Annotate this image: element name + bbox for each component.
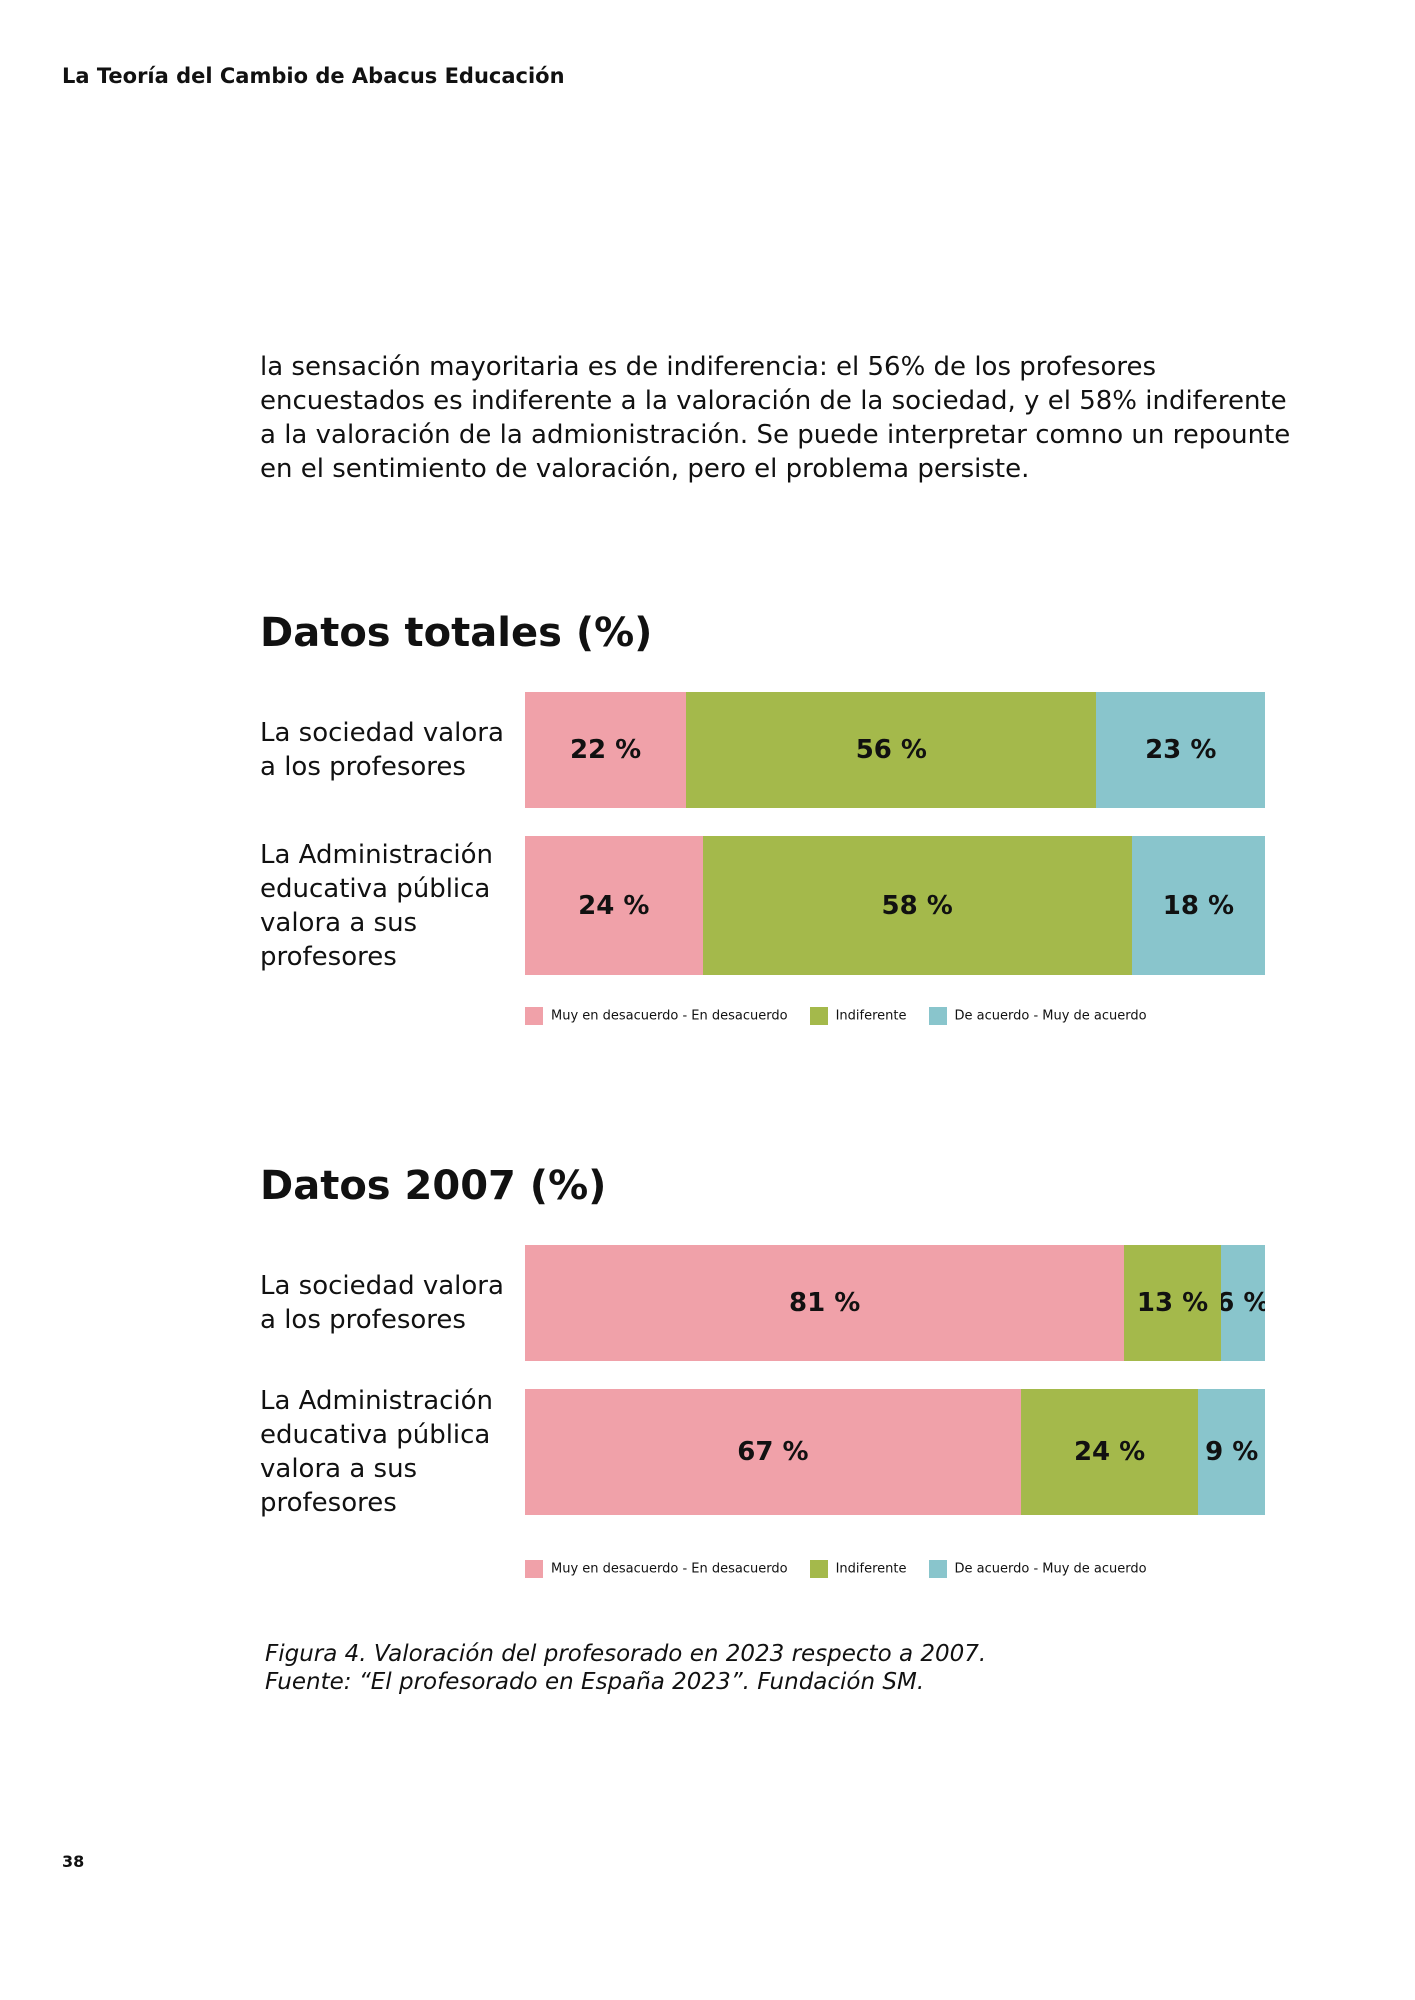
- legend-swatch: [525, 1007, 543, 1025]
- value-label: 22 %: [569, 735, 642, 765]
- value-label: 23 %: [1145, 735, 1217, 765]
- bar-segment: 18 %: [1131, 836, 1265, 975]
- legend-item: De acuerdo - Muy de acuerdo: [928, 1007, 1147, 1025]
- category-label: La Administración educativa pública valo…: [260, 1386, 494, 1518]
- value-label: 81 %: [789, 1288, 861, 1318]
- category-label: La Administración educativa pública valo…: [260, 839, 494, 972]
- page-number: 38: [62, 1852, 85, 1871]
- legend-label: De acuerdo - Muy de acuerdo: [954, 1561, 1147, 1577]
- legend-label: Indiferente: [835, 1561, 907, 1577]
- caption-line: Fuente: “El profesorado en España 2023”.…: [265, 1669, 925, 1695]
- caption-line: Figura 4. Valoración del profesorado en …: [265, 1641, 987, 1667]
- legend-label: Muy en desacuerdo - En desacuerdo: [551, 1008, 788, 1024]
- caption: Figura 4. Valoración del profesorado en …: [265, 1640, 986, 1696]
- legend-swatch: [809, 1007, 828, 1025]
- bar-segment: 56 %: [686, 692, 1097, 808]
- legend-swatch: [928, 1007, 947, 1025]
- bar-segment: 24 %: [1020, 1389, 1199, 1515]
- chart-title: Datos totales (%): [260, 610, 653, 656]
- bar-segment: 81 %: [525, 1245, 1125, 1361]
- bar-segment: 67 %: [525, 1389, 1021, 1515]
- bar-segment: 9 %: [1198, 1389, 1265, 1515]
- paragraph: la sensación mayoritaria es de indiferen…: [260, 352, 1291, 484]
- legend-swatch: [525, 1560, 543, 1578]
- legend-item: Indiferente: [809, 1007, 907, 1025]
- value-label: 6 %: [1220, 1288, 1265, 1318]
- legend-swatch: [928, 1560, 947, 1578]
- legend-label: Indiferente: [835, 1008, 907, 1024]
- bar-segment: 23 %: [1096, 692, 1265, 808]
- stacked-bar: 24 % 58 % 18 %: [525, 836, 1265, 975]
- bar-segment: 22 %: [525, 692, 687, 808]
- value-label: 9 %: [1205, 1437, 1259, 1467]
- legend-label: Muy en desacuerdo - En desacuerdo: [551, 1561, 788, 1577]
- legend-swatch: [809, 1560, 828, 1578]
- bar-segment: 6 %: [1220, 1245, 1266, 1361]
- value-label: 13 %: [1136, 1288, 1209, 1318]
- category-label: La sociedad valora a los profesores: [260, 1271, 504, 1335]
- value-label: 67 %: [737, 1437, 809, 1467]
- legend-item: Indiferente: [809, 1560, 907, 1578]
- bar-segment: 58 %: [702, 836, 1132, 975]
- category-label: La sociedad valora a los profesores: [260, 718, 504, 782]
- legend-item: Muy en desacuerdo - En desacuerdo: [525, 1560, 788, 1578]
- legend-item: Muy en desacuerdo - En desacuerdo: [525, 1007, 788, 1025]
- legend-item: De acuerdo - Muy de acuerdo: [928, 1560, 1147, 1578]
- value-label: 56 %: [855, 735, 927, 765]
- stacked-bar: 67 % 24 % 9 %: [525, 1389, 1265, 1515]
- stacked-bar: 81 % 13 % 6 %: [525, 1245, 1266, 1361]
- chart-title: Datos 2007 (%): [260, 1163, 607, 1209]
- bar-segment: 24 %: [525, 836, 703, 975]
- value-label: 24 %: [578, 890, 650, 921]
- value-label: 18 %: [1162, 890, 1235, 921]
- legend: Muy en desacuerdo - En desacuerdo Indifer…: [525, 1560, 1147, 1578]
- value-label: 58 %: [881, 890, 953, 921]
- bar-segment: 13 %: [1124, 1245, 1221, 1361]
- legend-label: De acuerdo - Muy de acuerdo: [954, 1008, 1147, 1024]
- value-label: 24 %: [1073, 1437, 1146, 1467]
- legend: Muy en desacuerdo - En desacuerdo Indifer…: [525, 1007, 1147, 1025]
- stacked-bar: 22 % 56 % 23 %: [525, 692, 1265, 808]
- header-title: La Teoría del Cambio de Abacus Educación: [62, 64, 565, 88]
